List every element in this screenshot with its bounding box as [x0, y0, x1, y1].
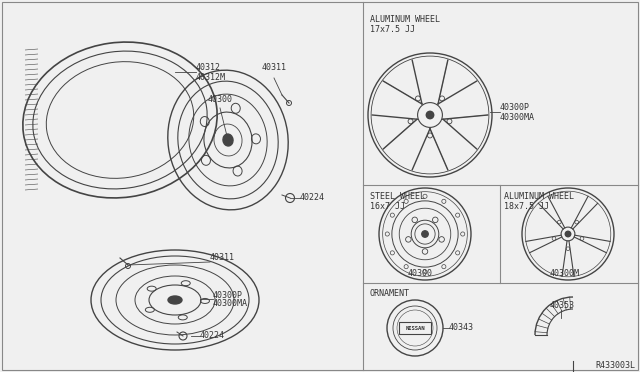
Text: ALUMINUM WHEEL
18x7.5 JJ: ALUMINUM WHEEL 18x7.5 JJ — [504, 192, 574, 211]
Ellipse shape — [168, 296, 182, 304]
Text: 40224: 40224 — [200, 331, 225, 340]
Circle shape — [426, 111, 434, 119]
Circle shape — [565, 231, 571, 237]
Text: NISSAN: NISSAN — [405, 326, 425, 330]
Text: 40312: 40312 — [196, 64, 221, 73]
Text: 40300MA: 40300MA — [500, 112, 535, 122]
Bar — [399, 322, 431, 334]
Text: 40300P: 40300P — [500, 103, 530, 112]
Circle shape — [422, 231, 428, 237]
Text: 40300M: 40300M — [550, 269, 580, 278]
Text: 40311: 40311 — [210, 253, 235, 263]
Text: 40343: 40343 — [449, 324, 474, 333]
Text: 40312M: 40312M — [196, 73, 226, 81]
Text: 40311: 40311 — [262, 64, 287, 73]
Text: R433003L: R433003L — [595, 360, 635, 369]
Text: 40300P: 40300P — [213, 291, 243, 299]
Text: ALUMINUM WHEEL
17x7.5 JJ: ALUMINUM WHEEL 17x7.5 JJ — [370, 15, 440, 34]
Text: 40300: 40300 — [208, 96, 233, 105]
Text: ORNAMENT: ORNAMENT — [370, 289, 410, 298]
Text: 40353: 40353 — [550, 301, 575, 310]
Text: 40300MA: 40300MA — [213, 299, 248, 308]
Text: STEEL WHEEL
16x7 JJ: STEEL WHEEL 16x7 JJ — [370, 192, 425, 211]
Text: 40224: 40224 — [300, 193, 325, 202]
Ellipse shape — [223, 134, 233, 146]
Text: 40300: 40300 — [408, 269, 433, 278]
